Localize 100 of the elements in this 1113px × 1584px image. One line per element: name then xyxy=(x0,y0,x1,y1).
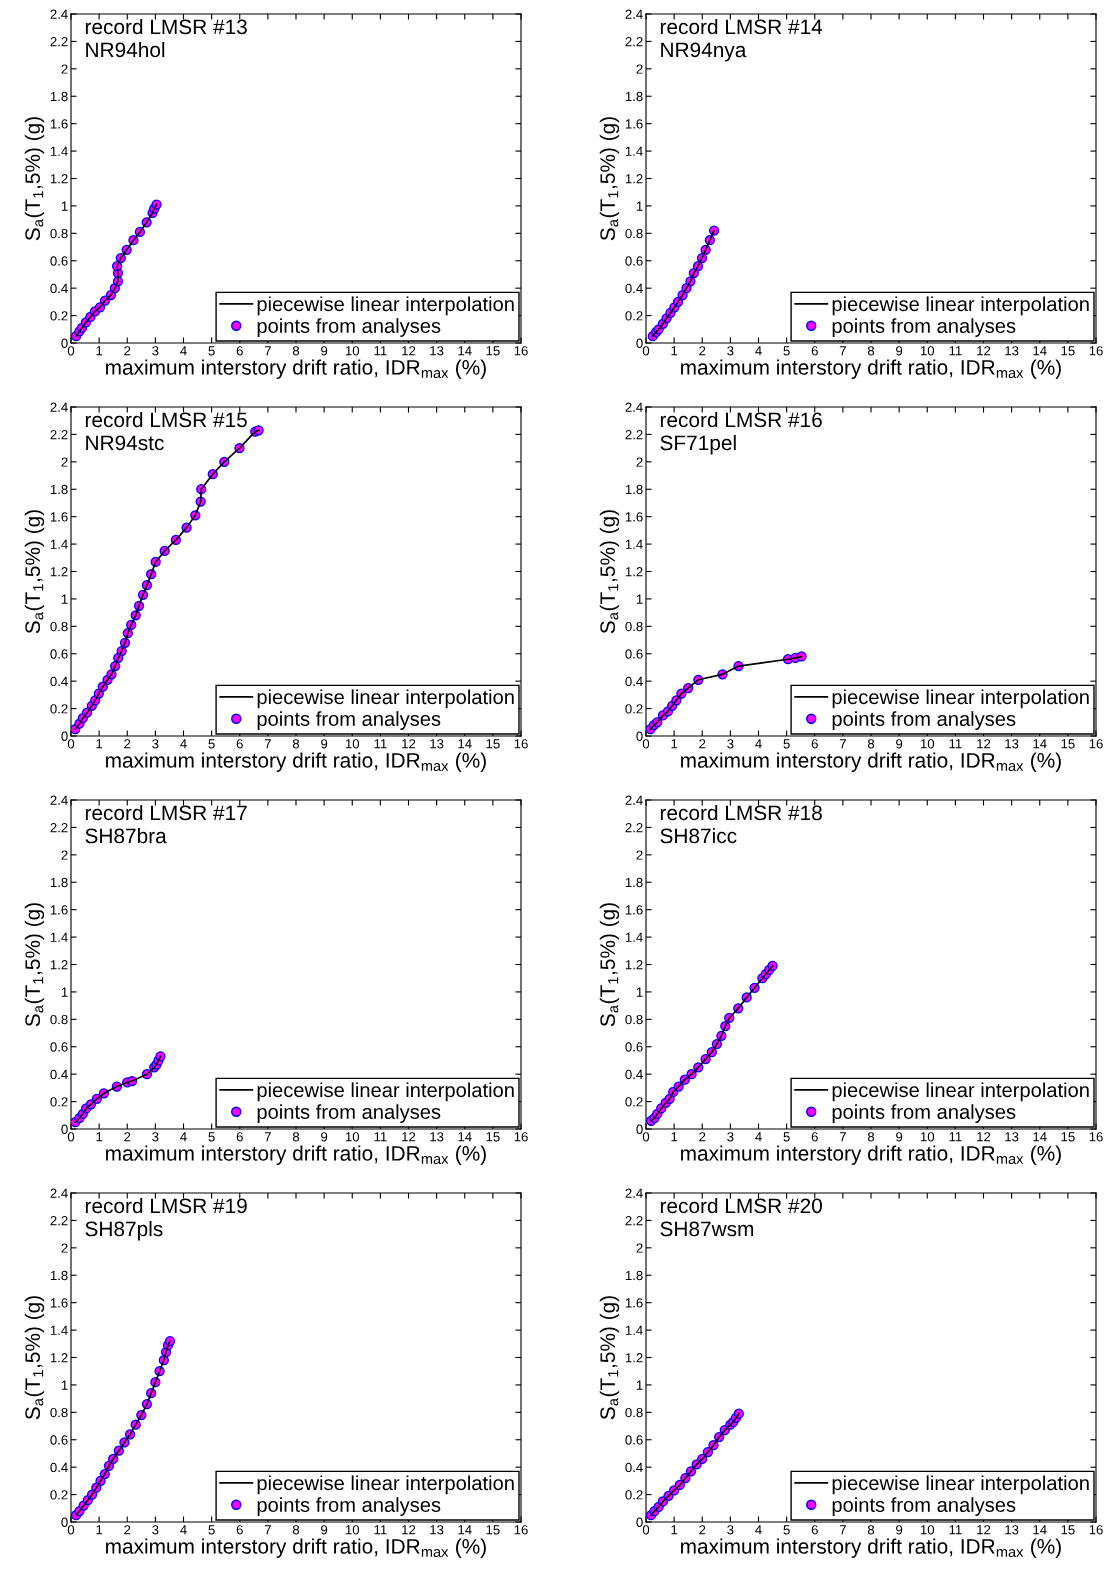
x-tick-label: 2 xyxy=(124,1525,131,1535)
x-tick-label: 5 xyxy=(783,1132,790,1142)
x-tick-label: 10 xyxy=(345,739,360,749)
annotation: record LMSR #14 xyxy=(660,18,823,35)
annotation: record LMSR #17 xyxy=(85,804,247,821)
y-tick-label: 0 xyxy=(636,731,643,741)
y-tick-label: 1.2 xyxy=(625,174,643,184)
y-tick-label: 0.4 xyxy=(625,1069,643,1080)
x-tick-label: 9 xyxy=(321,739,328,749)
y-tick-label: 0 xyxy=(61,1517,68,1527)
x-tick-label: 1 xyxy=(96,1525,103,1535)
y-tick-label: 0.2 xyxy=(625,1097,643,1107)
x-tick-label: 15 xyxy=(486,1525,500,1535)
y-tick-label: 0.2 xyxy=(50,704,68,714)
annotation: record LMSR #15 xyxy=(85,411,247,428)
legend-label: points from analyses xyxy=(257,711,441,730)
y-tick-label: 1 xyxy=(636,201,643,211)
legend-label: piecewise linear interpolation xyxy=(257,1475,514,1495)
y-tick-label: 0.4 xyxy=(625,676,643,687)
y-tick-label: 1.2 xyxy=(50,174,68,184)
x-tick-label: 4 xyxy=(180,346,187,356)
y-tick-label: 0.8 xyxy=(625,1407,643,1418)
y-tick-label: 0.4 xyxy=(625,1462,643,1473)
y-tick-label: 1 xyxy=(61,201,68,211)
x-tick-label: 7 xyxy=(264,1132,271,1142)
y-tick-label: 1.4 xyxy=(625,539,643,549)
x-tick-label: 8 xyxy=(867,739,875,749)
x-tick-label: 6 xyxy=(811,739,818,749)
x-tick-label: 6 xyxy=(811,1132,818,1142)
y-axis-title: S$_{a}$(T$_{1}$,5%) (g) xyxy=(24,903,45,1027)
y-tick-label: 0 xyxy=(636,1517,643,1527)
y-tick-label: 2 xyxy=(636,1243,643,1253)
y-tick-label: 1.8 xyxy=(50,484,68,495)
y-tick-label: 2 xyxy=(61,850,68,860)
y-tick-label: 2 xyxy=(61,1243,68,1253)
y-tick-label: 0.8 xyxy=(625,621,643,632)
y-tick-label: 2 xyxy=(61,457,68,467)
x-tick-label: 14 xyxy=(1033,1132,1047,1142)
x-tick-label: 7 xyxy=(264,1525,271,1535)
x-tick-label: 9 xyxy=(896,739,903,749)
x-tick-label: 14 xyxy=(458,739,472,749)
x-tick-label: 15 xyxy=(486,739,500,749)
x-axis-title: maximum interstory drift ratio, IDR$_{max}$ (%) xyxy=(106,1538,486,1558)
x-tick-label: 14 xyxy=(458,1132,472,1142)
x-tick-label: 15 xyxy=(1061,346,1075,356)
y-tick-label: 2.2 xyxy=(50,36,68,47)
y-axis-title: S$_{a}$(T$_{1}$,5%) (g) xyxy=(599,903,620,1027)
y-tick-label: 0 xyxy=(61,1124,68,1134)
x-tick-label: 2 xyxy=(124,346,131,356)
y-tick-label: 0.6 xyxy=(625,1042,643,1052)
x-tick-label: 14 xyxy=(1033,739,1047,749)
y-tick-label: 1.6 xyxy=(50,119,68,129)
x-tick-label: 8 xyxy=(292,346,300,356)
y-tick-label: 0.2 xyxy=(50,1490,68,1500)
y-tick-label: 2.4 xyxy=(50,9,68,19)
y-axis-title: S$_{a}$(T$_{1}$,5%) (g) xyxy=(599,510,620,634)
x-tick-label: 3 xyxy=(152,739,159,749)
y-tick-label: 1.2 xyxy=(50,1353,68,1363)
y-axis-title: S$_{a}$(T$_{1}$,5%) (g) xyxy=(599,117,620,241)
x-tick-label: 16 xyxy=(514,739,528,749)
y-tick-label: 1.4 xyxy=(625,1325,643,1335)
x-tick-label: 15 xyxy=(1061,1525,1075,1535)
x-tick-label: 11 xyxy=(949,346,962,356)
x-tick-label: 1 xyxy=(671,739,678,749)
y-tick-label: 0.2 xyxy=(625,704,643,714)
annotation: record LMSR #20 xyxy=(660,1197,822,1214)
x-tick-label: 4 xyxy=(180,739,187,749)
x-axis-title: maximum interstory drift ratio, IDR$_{max}$ (%) xyxy=(106,1145,486,1165)
x-tick-label: 4 xyxy=(755,739,762,749)
x-tick-label: 1 xyxy=(671,346,678,356)
y-tick-label: 2.4 xyxy=(625,1188,643,1198)
legend-label: points from analyses xyxy=(832,1497,1016,1516)
y-tick-label: 1 xyxy=(636,594,643,604)
y-tick-label: 2.2 xyxy=(50,429,68,440)
x-tick-label: 2 xyxy=(699,1132,706,1142)
annotation: record LMSR #18 xyxy=(660,804,822,821)
x-tick-label: 15 xyxy=(486,1132,500,1142)
x-tick-label: 1 xyxy=(96,739,103,749)
x-tick-label: 13 xyxy=(430,1132,444,1142)
y-tick-label: 1.8 xyxy=(50,91,68,102)
y-tick-label: 1.2 xyxy=(625,960,643,970)
legend-label: piecewise linear interpolation xyxy=(832,689,1089,709)
x-tick-label: 8 xyxy=(292,1525,300,1535)
y-tick-label: 1.8 xyxy=(50,1270,68,1281)
legend-label: points from analyses xyxy=(257,1104,441,1123)
x-tick-label: 14 xyxy=(1033,1525,1047,1535)
annotation: record LMSR #16 xyxy=(660,411,822,428)
y-tick-label: 1 xyxy=(636,1380,643,1390)
x-tick-label: 9 xyxy=(321,346,328,356)
y-tick-label: 1.4 xyxy=(625,146,643,156)
annotation: SH87pls xyxy=(85,1220,163,1241)
x-tick-label: 12 xyxy=(402,739,416,749)
x-tick-label: 9 xyxy=(896,1132,903,1142)
x-tick-label: 2 xyxy=(699,1525,706,1535)
legend-label: points from analyses xyxy=(257,318,441,337)
y-tick-label: 2.4 xyxy=(625,402,643,412)
annotation: record LMSR #13 xyxy=(85,18,247,35)
legend-label: piecewise linear interpolation xyxy=(832,296,1089,316)
y-tick-label: 1 xyxy=(61,987,68,997)
x-tick-label: 3 xyxy=(727,346,734,356)
